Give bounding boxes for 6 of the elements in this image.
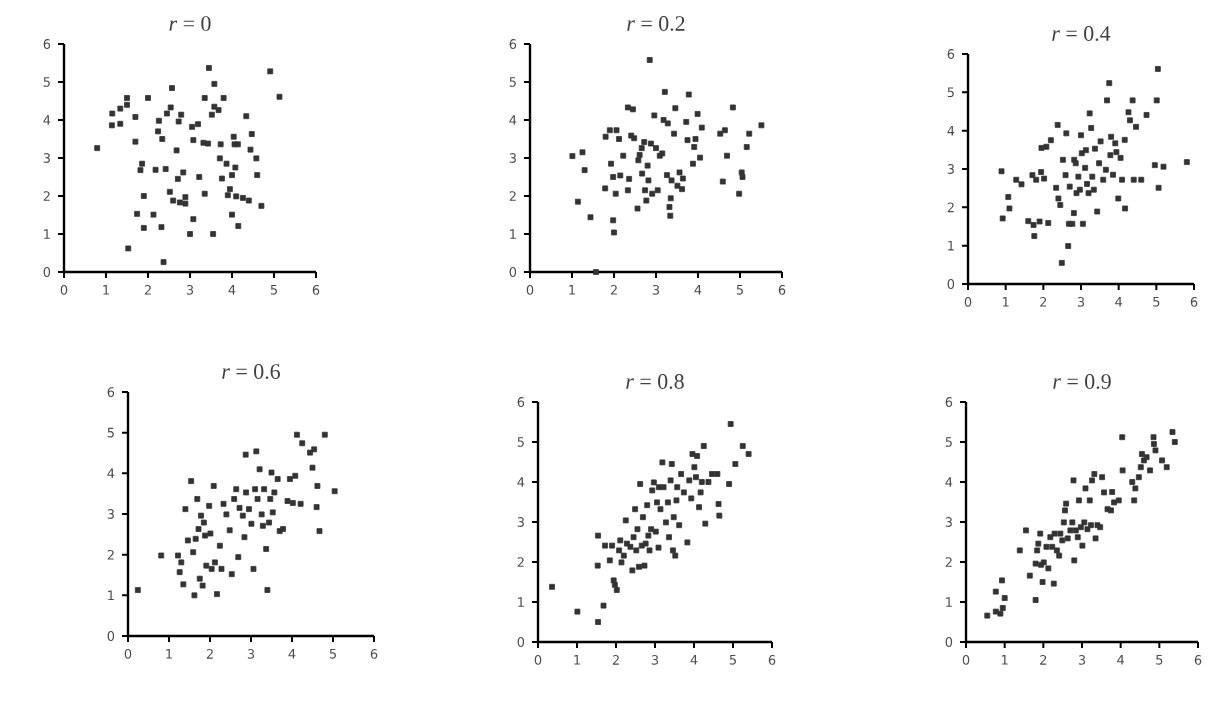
chart-title: r = 0.8 xyxy=(626,374,684,389)
chart-title: r = 0.2 xyxy=(627,16,685,31)
chart-title: r = 0 xyxy=(169,16,211,31)
chart-title: r = 0.9 xyxy=(1053,374,1111,389)
chart-title: r = 0.6 xyxy=(222,364,280,379)
chart-title: r = 0.4 xyxy=(1052,26,1111,41)
